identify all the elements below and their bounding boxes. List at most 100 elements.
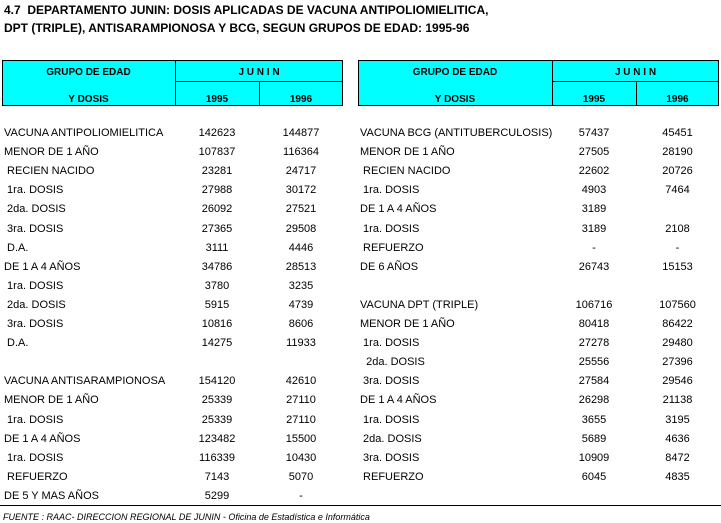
header-label: J U N I N xyxy=(238,67,280,78)
cell-value: 3189 xyxy=(581,203,607,216)
row-label: DE 1 A 4 AÑOS xyxy=(4,432,81,445)
row-label: D.A. xyxy=(4,241,29,254)
cell-value: 26743 xyxy=(578,260,610,273)
row-label: 1ra. DOSIS xyxy=(4,451,64,464)
cell-value: 7464 xyxy=(665,184,690,197)
cell-value: 6045 xyxy=(581,470,607,483)
row-label: 1ra. DOSIS xyxy=(4,184,64,197)
row-label: REFUERZO xyxy=(360,470,424,483)
cell-value: 5915 xyxy=(204,298,230,311)
cell-value: 86422 xyxy=(662,318,693,330)
cell-value: 116364 xyxy=(283,146,319,159)
cell-value: 2108 xyxy=(665,222,690,235)
cell-value: 10430 xyxy=(285,451,317,464)
header-year: 1996 xyxy=(289,94,313,105)
row-label: DE 5 Y MAS AÑOS xyxy=(4,489,99,502)
header-divider xyxy=(552,60,553,106)
cell-value: 27505 xyxy=(578,146,610,159)
cell-value: 25339 xyxy=(201,394,233,407)
row-label: 1ra. DOSIS xyxy=(4,279,64,292)
cell-value: 27584 xyxy=(578,375,610,388)
header-divider xyxy=(636,81,637,106)
header-box xyxy=(2,60,343,106)
row-label: D.A. xyxy=(4,337,29,350)
cell-value: 27521 xyxy=(285,203,317,216)
cell-value: 107560 xyxy=(659,298,696,311)
row-label: 3ra. DOSIS xyxy=(360,451,420,464)
row-label: 3ra. DOSIS xyxy=(4,318,64,330)
row-label: REFUERZO xyxy=(4,470,68,483)
cell-value: 4903 xyxy=(581,184,607,197)
row-label: VACUNA ANTISARAMPIONOSA xyxy=(4,375,166,388)
cell-value: - xyxy=(592,241,596,254)
row-label: 1ra. DOSIS xyxy=(360,413,420,426)
cell-value: 29546 xyxy=(662,375,693,388)
cell-value: 23281 xyxy=(201,165,233,178)
header-label: GRUPO DE EDAD xyxy=(412,67,498,78)
footer-rule xyxy=(0,505,721,506)
cell-value: 27110 xyxy=(286,413,316,426)
cell-value: 45451 xyxy=(662,127,693,139)
row-label: DE 1 A 4 AÑOS xyxy=(4,260,81,273)
row-label: MENOR DE 1 AÑO xyxy=(4,146,99,159)
row-label: 3ra. DOSIS xyxy=(360,375,420,388)
cell-value: 24717 xyxy=(285,165,317,178)
header-label: J U N I N xyxy=(614,67,657,78)
row-label: 2da. DOSIS xyxy=(360,356,425,369)
row-label: 1ra. DOSIS xyxy=(360,337,420,350)
row-label: RECIEN NACIDO xyxy=(4,165,95,178)
cell-value: 27278 xyxy=(578,337,610,350)
row-label: MENOR DE 1 AÑO xyxy=(360,318,455,330)
cell-value: 28190 xyxy=(662,146,693,159)
cell-value: 22602 xyxy=(578,165,610,178)
row-label: 1ra. DOSIS xyxy=(360,184,420,197)
header-divider xyxy=(175,60,176,106)
header-divider xyxy=(552,81,719,82)
cell-value: 25339 xyxy=(201,413,233,426)
row-label: 3ra. DOSIS xyxy=(4,222,64,235)
cell-value: 107837 xyxy=(198,146,236,159)
cell-value: 123482 xyxy=(198,432,236,445)
cell-value: 5689 xyxy=(581,432,607,445)
cell-value: 5299 xyxy=(204,489,230,502)
cell-value: 106716 xyxy=(575,298,613,311)
row-label: 1ra. DOSIS xyxy=(360,222,420,235)
cell-value: 26298 xyxy=(578,394,610,407)
cell-value: 5070 xyxy=(288,470,314,483)
row-label: VACUNA BCG (ANTITUBERCULOSIS) xyxy=(360,127,553,139)
cell-value: 8472 xyxy=(665,451,690,464)
row-label: 2da. DOSIS xyxy=(4,203,66,216)
cell-value: 27365 xyxy=(201,222,233,235)
header-box xyxy=(358,60,719,106)
row-label: REFUERZO xyxy=(360,241,424,254)
cell-value: 4636 xyxy=(665,432,690,445)
cell-value: 26092 xyxy=(201,203,233,216)
cell-value: 27110 xyxy=(286,394,316,407)
cell-value: 144877 xyxy=(282,127,320,139)
cell-value: 29480 xyxy=(662,337,693,350)
cell-value: 80418 xyxy=(578,318,610,330)
header-label: Y DOSIS xyxy=(434,94,476,105)
cell-value: 34786 xyxy=(201,260,233,273)
row-label: RECIEN NACIDO xyxy=(360,165,451,178)
cell-value: 3195 xyxy=(665,413,690,426)
header-label: GRUPO DE EDAD xyxy=(46,67,131,78)
row-label: DE 6 AÑOS xyxy=(360,260,419,273)
cell-value: 10816 xyxy=(201,318,233,330)
title-line: DPT (TRIPLE), ANTISARAMPIONOSA Y BCG, SE… xyxy=(4,21,470,35)
cell-value: 15153 xyxy=(662,260,693,273)
cell-value: 116339 xyxy=(199,451,235,464)
row-label: VACUNA DPT (TRIPLE) xyxy=(360,298,479,311)
cell-value: 10909 xyxy=(578,451,610,464)
cell-value: 3235 xyxy=(288,279,314,292)
cell-value: 27988 xyxy=(201,184,233,197)
cell-value: 30172 xyxy=(285,184,317,197)
cell-value: 21138 xyxy=(662,394,693,407)
header-year: 1996 xyxy=(666,94,689,105)
cell-value: - xyxy=(299,489,303,502)
header-divider xyxy=(259,81,260,106)
row-label: MENOR DE 1 AÑO xyxy=(360,146,455,159)
cell-value: - xyxy=(675,241,680,254)
row-label: 2da. DOSIS xyxy=(360,432,422,445)
